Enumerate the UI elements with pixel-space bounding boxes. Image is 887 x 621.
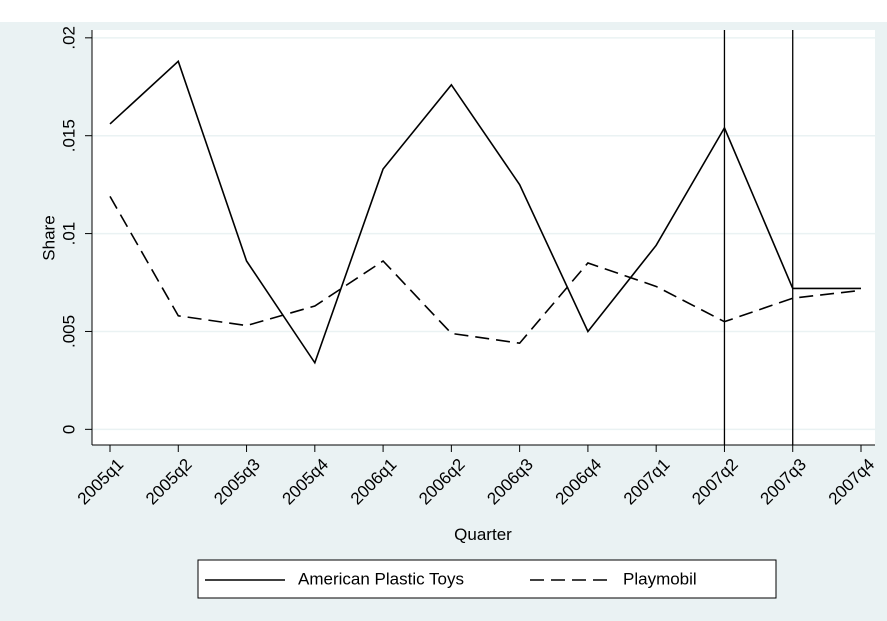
y-tick-label: 0: [59, 425, 78, 434]
plot-area: [92, 30, 875, 445]
x-axis-title: Quarter: [454, 525, 512, 544]
series-line: [109, 195, 862, 345]
title-strip: [0, 0, 887, 22]
legend-label: American Plastic Toys: [298, 569, 464, 588]
y-tick-label: .02: [59, 26, 78, 50]
y-tick-label: .005: [59, 315, 78, 348]
y-tick-label: .01: [59, 222, 78, 246]
legend: [197, 559, 777, 599]
y-axis-title: Share: [39, 215, 58, 260]
series-line: [109, 59, 861, 365]
legend-label: Playmobil: [623, 569, 697, 588]
y-tick-label: .015: [59, 119, 78, 152]
